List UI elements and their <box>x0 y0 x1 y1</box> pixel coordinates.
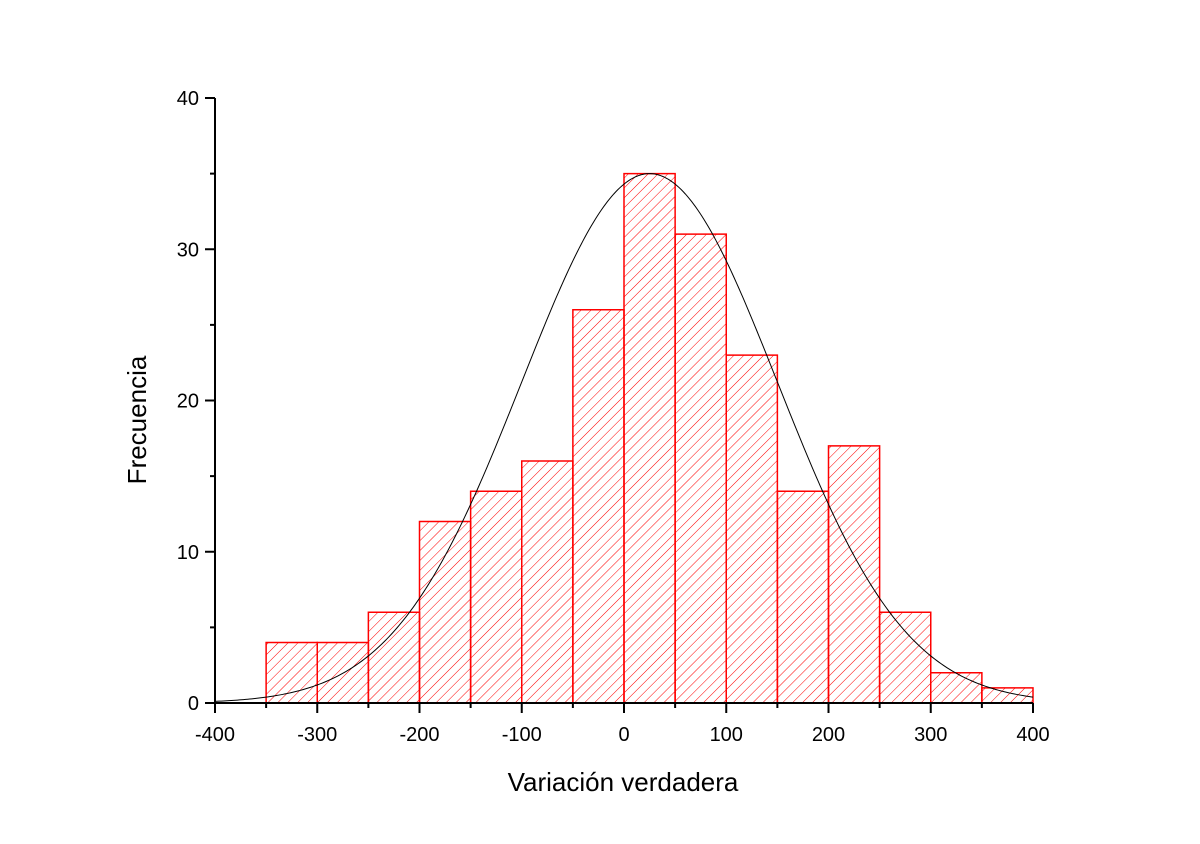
x-tick-label: 300 <box>914 724 947 746</box>
histogram-bar <box>776 490 830 704</box>
normal-fit-curve <box>214 173 1034 702</box>
x-tick-label: -100 <box>502 724 542 746</box>
histogram-bar <box>827 445 881 704</box>
x-axis-ticks: -400 -300 -200 -100 0 100 200 300 400 <box>195 703 1050 746</box>
y-axis-ticks: 0 10 20 30 40 <box>177 88 215 715</box>
x-tick-label: -200 <box>399 724 439 746</box>
y-tick-label: 10 <box>177 542 199 564</box>
histogram-bar <box>674 233 727 704</box>
histogram-bar <box>572 309 625 704</box>
y-axis-title: Frecuencia <box>122 355 152 484</box>
y-tick-label: 30 <box>177 239 199 261</box>
x-tick-label: 200 <box>812 724 845 746</box>
histogram-bar <box>265 641 318 704</box>
histogram-bars <box>265 172 1034 704</box>
histogram-bar <box>725 354 779 704</box>
histogram-bar <box>981 687 1034 704</box>
histogram-bar <box>878 611 932 704</box>
x-tick-label: 100 <box>710 724 743 746</box>
x-tick-label: -400 <box>195 724 235 746</box>
x-tick-label: -300 <box>297 724 337 746</box>
y-tick-label: 40 <box>177 88 199 110</box>
x-tick-label: 0 <box>618 724 629 746</box>
histogram-bar <box>930 672 983 704</box>
axes: -400 -300 -200 -100 0 100 200 300 400 0 10 20 30 40 <box>177 88 1050 746</box>
histogram-bar <box>418 520 472 704</box>
histogram-bar <box>521 460 574 704</box>
x-axis-title: Variación verdadera <box>508 767 739 797</box>
histogram-bar <box>469 490 523 704</box>
histogram-bar <box>367 611 421 704</box>
x-tick-label: 400 <box>1016 724 1049 746</box>
histogram-bar <box>623 172 676 704</box>
y-tick-label: 0 <box>188 693 199 715</box>
y-tick-label: 20 <box>177 391 199 413</box>
